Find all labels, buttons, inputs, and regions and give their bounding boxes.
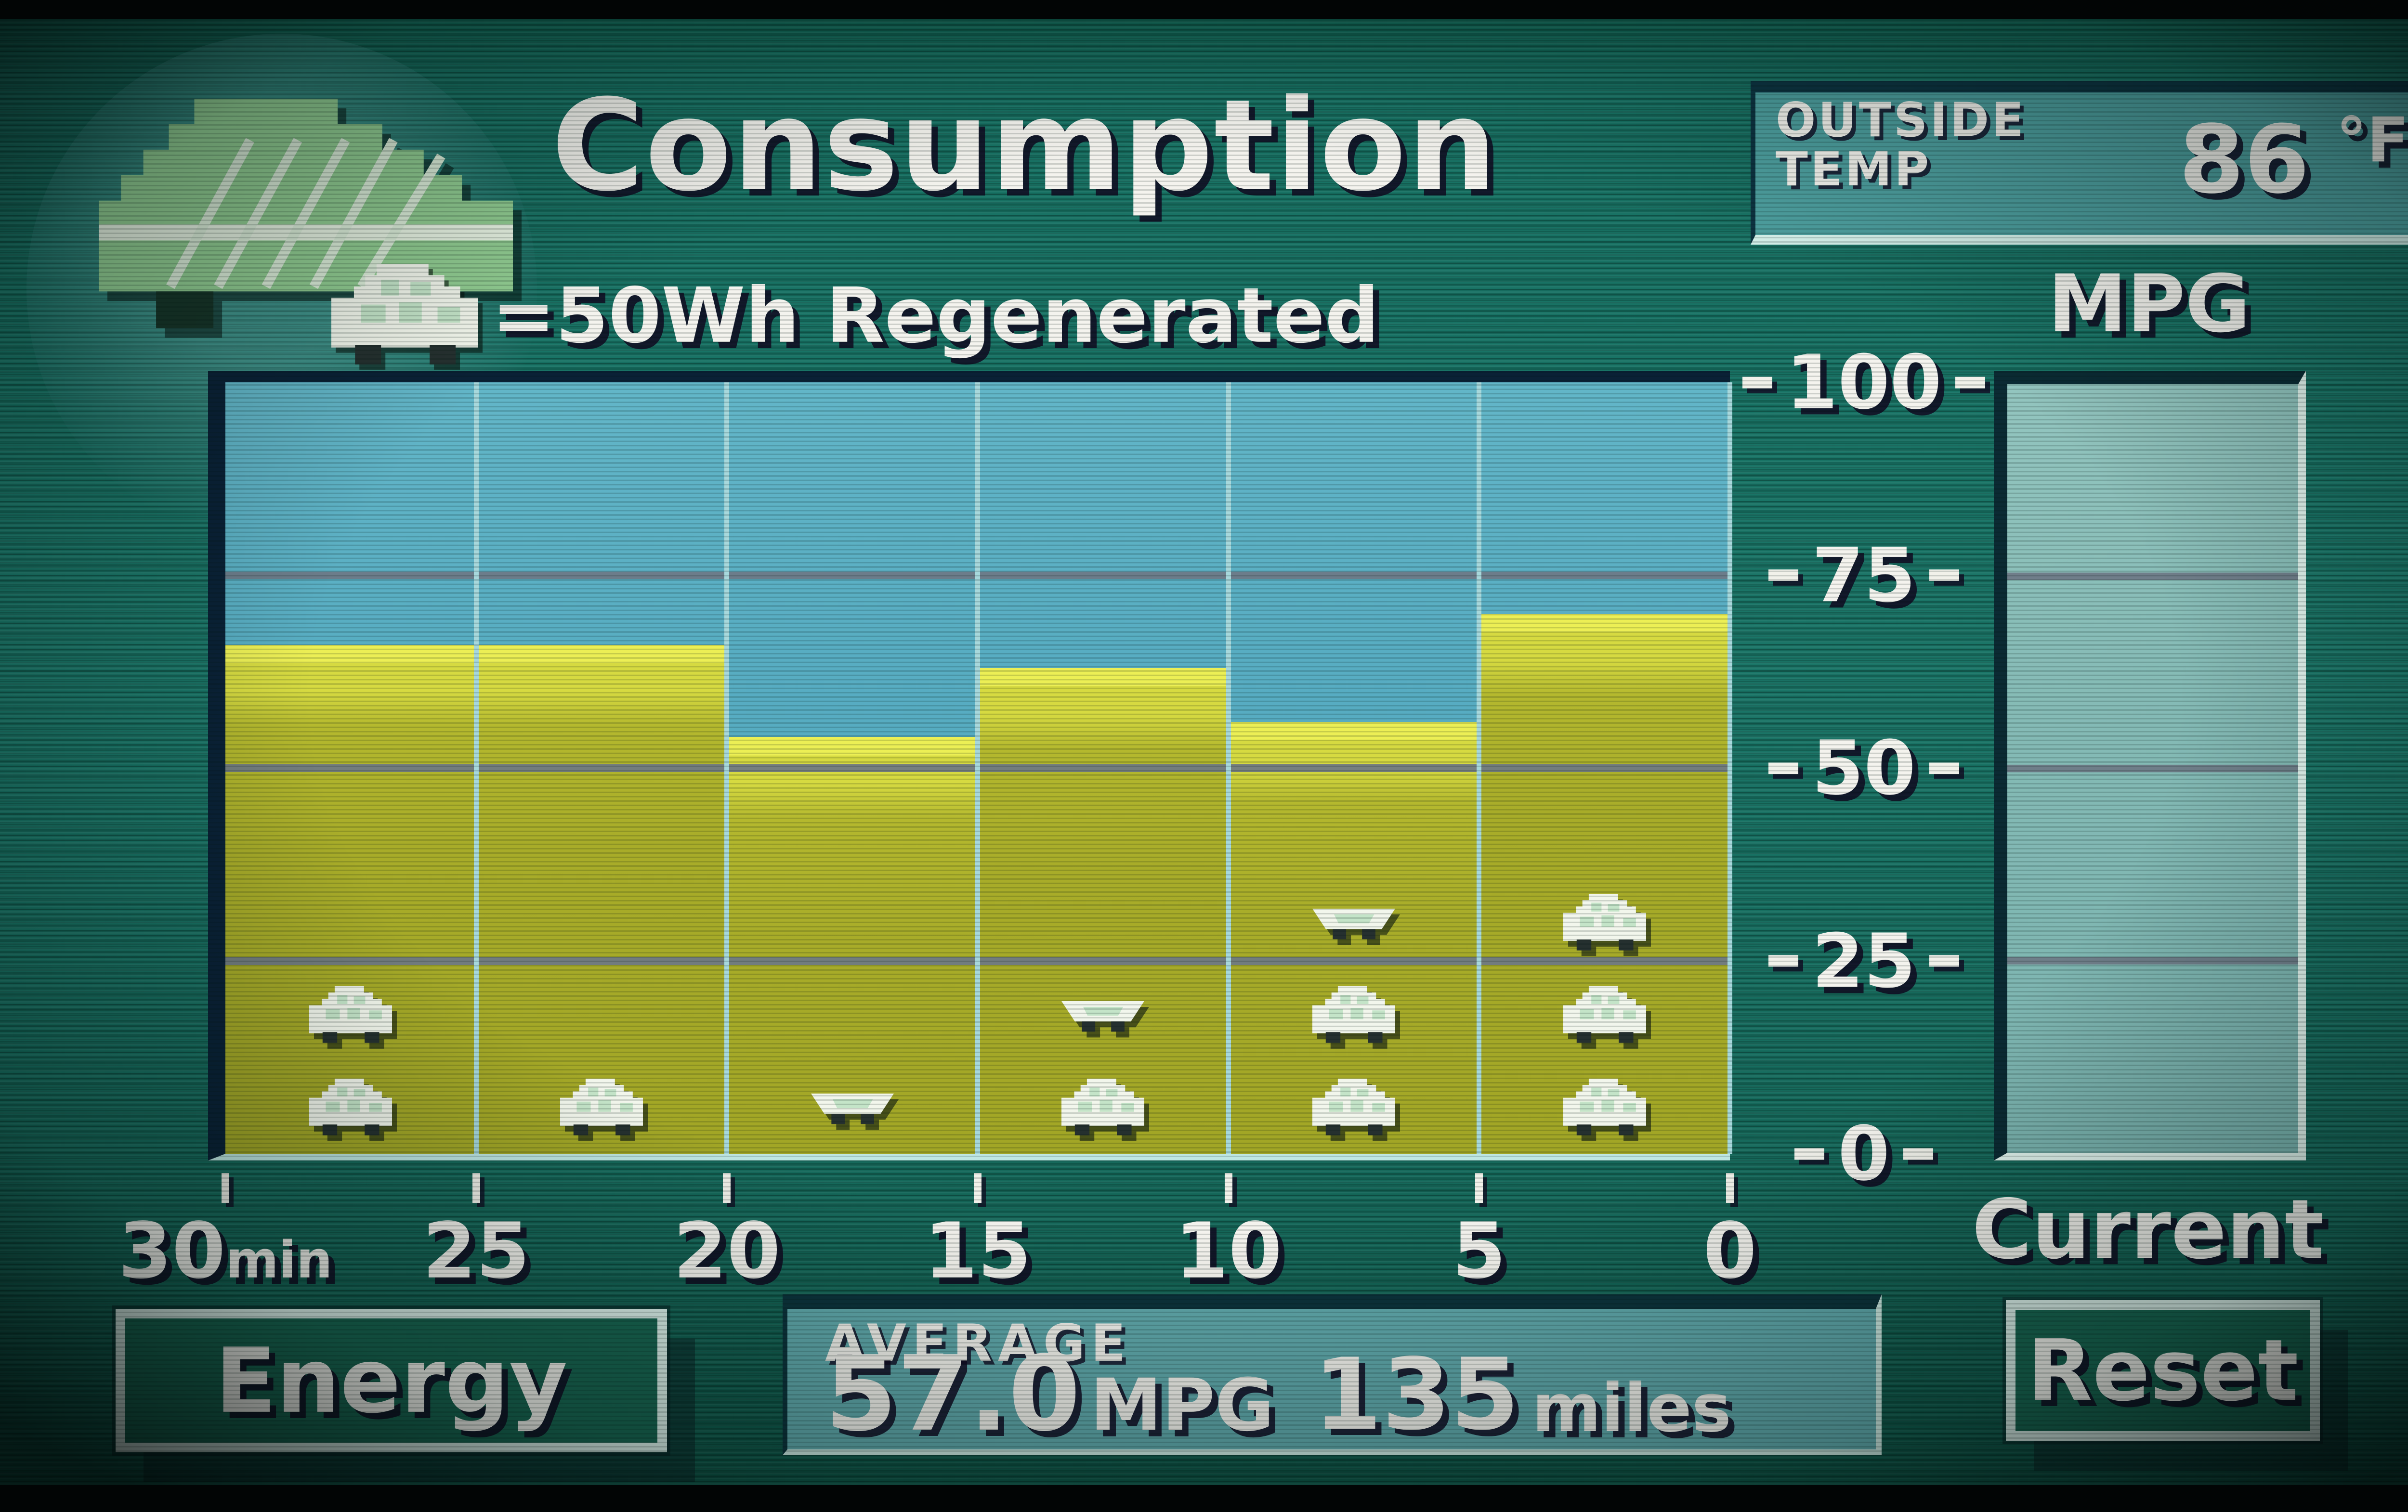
mpg-bar [476, 644, 727, 1154]
x-axis-label-30: 30min [118, 1206, 333, 1296]
y-tick-dash [1929, 569, 1959, 581]
vertical-gridline [1226, 382, 1231, 1154]
regen-car-icon [1312, 1079, 1395, 1137]
y-tick-dash [1955, 377, 1985, 388]
y-axis-label-50: 50 [1739, 725, 1989, 812]
current-gridline-50 [2007, 765, 2298, 772]
y-tick-value: 75 [1812, 532, 1916, 619]
x-tick [723, 1173, 731, 1203]
x-tick [1726, 1173, 1734, 1203]
average-box: AVERAGE 57.0 MPG 135 miles [783, 1294, 1882, 1455]
y-tick-dash [1903, 1148, 1933, 1160]
y-tick-value: 25 [1812, 917, 1916, 1004]
current-mpg-gauge [1994, 371, 2306, 1160]
outside-temp-unit: °F [2336, 104, 2408, 176]
x-tick [222, 1173, 229, 1203]
regen-car-icon [309, 986, 393, 1045]
y-tick-dash [1768, 955, 1799, 967]
y-tick-value: 50 [1812, 724, 1916, 812]
x-axis-label-10: 10 [1175, 1206, 1282, 1296]
x-tick [1475, 1173, 1483, 1203]
y-tick-dash [1742, 377, 1773, 388]
x-axis-label-20: 20 [673, 1206, 781, 1296]
regen-car-icon [1563, 894, 1646, 952]
vertical-gridline [724, 382, 730, 1154]
outside-temp-value: 86 [2179, 105, 2310, 214]
x-tick [1224, 1173, 1232, 1203]
x-axis-label-25: 25 [422, 1206, 530, 1296]
regen-car-icon [331, 264, 478, 365]
regen-car-icon [1563, 986, 1646, 1045]
outside-temp-label-line1: OUTSIDE [1776, 93, 2027, 148]
current-label: Current [1972, 1182, 2324, 1277]
x-axis-label-5: 5 [1452, 1206, 1506, 1296]
mpg-bar [225, 644, 476, 1154]
x-tick [472, 1173, 480, 1203]
current-gridline-25 [2007, 957, 2298, 965]
vertical-gridline [975, 382, 980, 1154]
y-axis-label-75: 75 [1739, 532, 1989, 619]
reset-button[interactable]: Reset [2002, 1297, 2323, 1444]
y-tick-dash [1929, 762, 1959, 774]
y-axis-label-25: 25 [1739, 917, 1989, 1004]
average-mpg-value: 57.0 [825, 1333, 1081, 1455]
x-axis-label-15: 15 [924, 1206, 1032, 1296]
energy-button[interactable]: Energy [112, 1305, 670, 1456]
regen-car-icon [1061, 1079, 1145, 1137]
distance-unit: miles [1531, 1369, 1731, 1447]
regen-car-icon [1563, 1079, 1646, 1137]
regen-car-icon [309, 1079, 393, 1137]
regen-legend-label: =50Wh Regenerated [492, 271, 1380, 360]
vertical-gridline [1477, 382, 1482, 1154]
regen-half-car-icon [1312, 908, 1395, 943]
y-tick-dash [1768, 569, 1799, 581]
current-gridline-75 [2007, 573, 2298, 580]
regen-half-car-icon [1061, 1001, 1145, 1035]
mpg-bar [727, 737, 978, 1154]
regen-half-car-icon [811, 1093, 894, 1128]
x-axis-label-0: 0 [1703, 1206, 1757, 1296]
y-tick-dash [1929, 955, 1959, 967]
vertical-gridline [1727, 382, 1732, 1154]
y-axis-label-100: 100 [1739, 339, 1989, 426]
y-tick-dash [1794, 1148, 1825, 1160]
mpg-bar [1479, 613, 1730, 1154]
y-tick-dash [1768, 762, 1799, 774]
mpg-axis-title: MPG [2048, 258, 2251, 350]
distance-value: 135 [1313, 1338, 1519, 1453]
x-axis: 30min 25 20 15 10 5 0 [118, 1160, 1757, 1304]
regen-car-icon [560, 1079, 643, 1137]
regen-car-icon [1312, 986, 1395, 1045]
outside-temp-box: OUTSIDE TEMP 86 °F [1751, 81, 2408, 245]
y-axis: 100 75 50 25 0 [1739, 339, 1989, 1198]
x-tick [974, 1173, 982, 1203]
x-axis-unit: min [225, 1230, 333, 1290]
page-title: Consumption [551, 72, 1498, 219]
vertical-gridline [473, 382, 479, 1154]
y-tick-value: 100 [1786, 339, 1942, 426]
average-mpg-unit: MPG [1090, 1364, 1274, 1447]
regen-legend: =50Wh Regenerated [331, 264, 1379, 368]
consumption-bar-chart [208, 371, 1732, 1160]
y-tick-value: 0 [1838, 1110, 1890, 1198]
outside-temp-label-line2: TEMP [1776, 142, 1932, 197]
